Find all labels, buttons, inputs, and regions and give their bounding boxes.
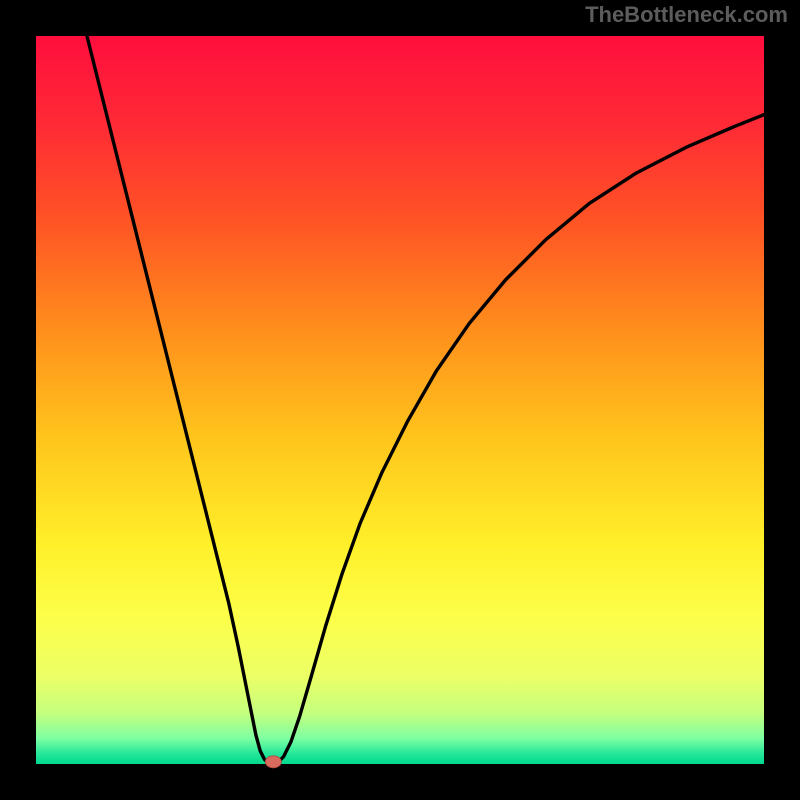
chart-plot-area — [36, 36, 764, 764]
bottleneck-chart — [0, 0, 800, 800]
optimal-point-marker — [265, 756, 281, 768]
chart-wrapper: TheBottleneck.com — [0, 0, 800, 800]
